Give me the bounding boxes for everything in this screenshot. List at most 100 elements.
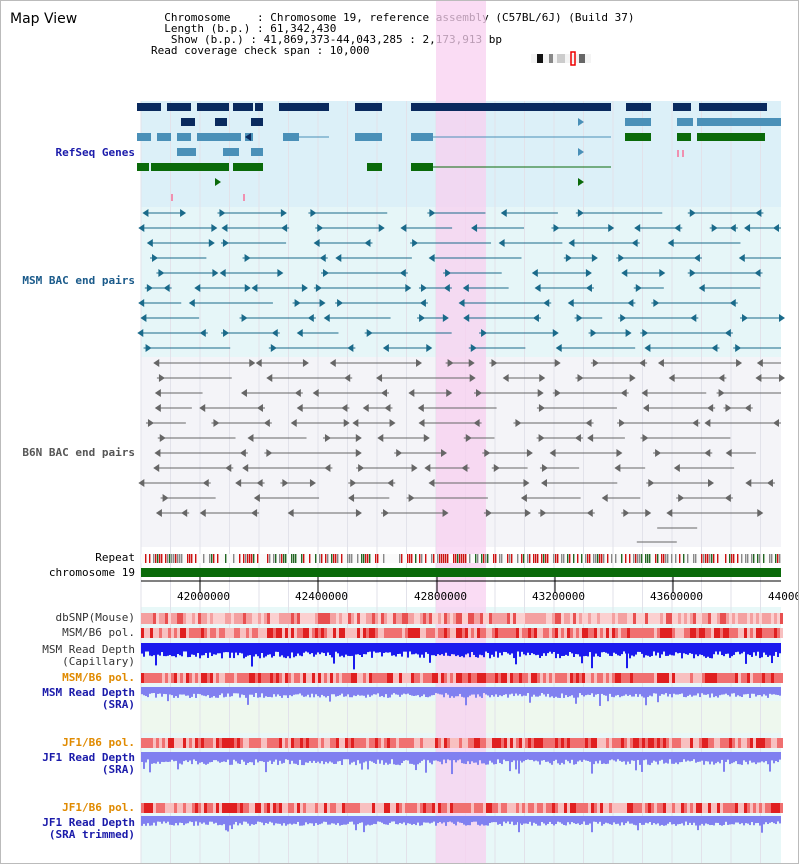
msm-b6-pol-heatstrip — [297, 628, 300, 638]
jf1-b6-pol-heatstrip — [570, 738, 573, 748]
jf1-b6-pol-2-heatstrip — [585, 803, 588, 813]
msm-depth-sra-bar — [239, 687, 241, 698]
jf1-depth-sra-bar — [743, 752, 745, 761]
msm-depth-capillary-bar — [635, 643, 637, 655]
jf1-depth-sra-bar — [299, 752, 301, 760]
jf1-depth-sra-bar — [487, 752, 489, 765]
msm-depth-capillary-bar — [463, 643, 465, 658]
jf1-b6-pol-heatstrip — [756, 738, 759, 748]
strand-arrow — [244, 284, 251, 292]
msm-depth-capillary-bar — [143, 643, 145, 657]
msm-b6-pol-2-heatstrip — [408, 673, 411, 683]
msm-depth-sra-bar — [479, 687, 481, 697]
track-label-b6n-bac[interactable]: B6N BAC end pairs — [22, 446, 135, 459]
jf1-depth-sra-bar — [747, 752, 749, 765]
msm-b6-pol-2-heatstrip — [393, 673, 396, 683]
strand-arrow — [718, 374, 725, 382]
jf1-depth-sra-bar — [239, 752, 241, 764]
msm-b6-pol-2-heatstrip — [207, 673, 210, 683]
jf1-b6-pol-2-heatstrip — [303, 803, 306, 813]
jf1-depth-trimmed-bar — [285, 816, 287, 826]
refseq-gene — [157, 133, 171, 141]
strand-arrow — [159, 434, 166, 442]
repeat-element — [511, 554, 513, 563]
repeat-element — [367, 554, 369, 563]
strand-arrow — [347, 344, 354, 352]
jf1-b6-pol-heatstrip — [546, 738, 549, 748]
msm-depth-sra-bar — [677, 687, 679, 695]
jf1-depth-sra-bar — [309, 752, 311, 762]
jf1-depth-trimmed-bar — [621, 816, 623, 823]
strand-arrow — [729, 299, 736, 307]
jf1-b6-pol-heatstrip — [159, 738, 162, 748]
msm-depth-sra-bar — [759, 687, 761, 695]
dbsnp-heatstrip — [501, 613, 504, 624]
msm-depth-sra-bar — [395, 687, 397, 695]
msm-depth-capillary-bar — [321, 643, 323, 653]
jf1-depth-trimmed-bar — [173, 816, 175, 826]
repeat-element — [145, 554, 147, 563]
ideogram-band — [579, 54, 585, 63]
msm-depth-capillary-bar — [669, 643, 671, 655]
repeat-element — [655, 554, 657, 563]
jf1-depth-trimmed-bar — [225, 816, 227, 831]
track-label-msm-bac[interactable]: MSM BAC end pairs — [22, 274, 135, 287]
jf1-b6-pol-2-heatstrip — [351, 803, 354, 813]
jf1-depth-trimmed-bar — [277, 816, 279, 824]
repeat-element — [155, 554, 157, 563]
jf1-b6-pol-heatstrip — [225, 738, 228, 748]
jf1-depth-sra-bar — [739, 752, 741, 765]
jf1-depth-trimmed-bar — [193, 816, 195, 826]
msm-b6-pol-2-heatstrip — [198, 673, 201, 683]
msm-depth-sra-bar — [401, 687, 403, 695]
msm-depth-sra-bar — [319, 687, 321, 698]
strand-arrow — [779, 374, 785, 382]
jf1-b6-pol-heatstrip — [144, 738, 147, 748]
jf1-depth-trimmed-bar — [497, 816, 499, 825]
msm-b6-pol-2-heatstrip — [714, 673, 717, 683]
dbsnp-heatstrip — [159, 613, 162, 624]
strand-arrow — [244, 254, 251, 262]
jf1-depth-sra-bar — [589, 752, 591, 762]
jf1-depth-trimmed-bar — [565, 816, 567, 826]
strand-arrow — [708, 479, 715, 487]
jf1-depth-trimmed-bar — [771, 816, 773, 823]
msm-depth-capillary-bar — [449, 643, 451, 657]
msm-depth-sra-bar — [565, 687, 567, 696]
strand-arrow — [666, 509, 673, 517]
jf1-depth-sra-bar — [587, 752, 589, 762]
jf1-depth-trimmed-bar — [395, 816, 397, 825]
msm-b6-pol-2-heatstrip — [528, 673, 531, 683]
dbsnp-heatstrip — [150, 613, 153, 624]
msm-depth-capillary-bar — [753, 643, 755, 653]
repeat-element — [665, 554, 667, 563]
jf1-depth-trimmed-bar — [469, 816, 471, 826]
msm-depth-sra-bar — [615, 687, 617, 696]
msm-depth-sra-bar — [269, 687, 271, 697]
msm-b6-pol-2-heatstrip — [252, 673, 255, 683]
jf1-b6-pol-heatstrip — [564, 738, 567, 748]
msm-b6-pol-heatstrip — [657, 628, 660, 638]
jf1-b6-pol-2-heatstrip — [243, 803, 246, 813]
jf1-b6-pol-2-heatstrip — [399, 803, 402, 813]
dbsnp-heatstrip — [423, 613, 426, 624]
dbsnp-heatstrip — [228, 613, 231, 624]
msm-b6-pol-2-heatstrip — [702, 673, 705, 683]
jf1-b6-pol-heatstrip — [699, 738, 702, 748]
repeat-element — [309, 554, 311, 563]
strand-arrow — [766, 479, 773, 487]
jf1-b6-pol-heatstrip — [687, 738, 690, 748]
refseq-gene — [699, 103, 767, 111]
jf1-depth-trimmed-bar — [518, 816, 520, 833]
strand-arrow — [645, 509, 652, 517]
strand-arrow — [158, 374, 165, 382]
repeat-element — [607, 554, 609, 563]
jf1-b6-pol-heatstrip — [459, 738, 462, 748]
track-label-refseq[interactable]: RefSeq Genes — [55, 146, 135, 159]
jf1-depth-trimmed-bar — [647, 816, 649, 824]
strand-arrow — [411, 464, 418, 472]
jf1-depth-sra-bar — [515, 752, 517, 770]
msm-depth-capillary-bar — [215, 643, 217, 655]
dbsnp-heatstrip — [210, 613, 213, 624]
